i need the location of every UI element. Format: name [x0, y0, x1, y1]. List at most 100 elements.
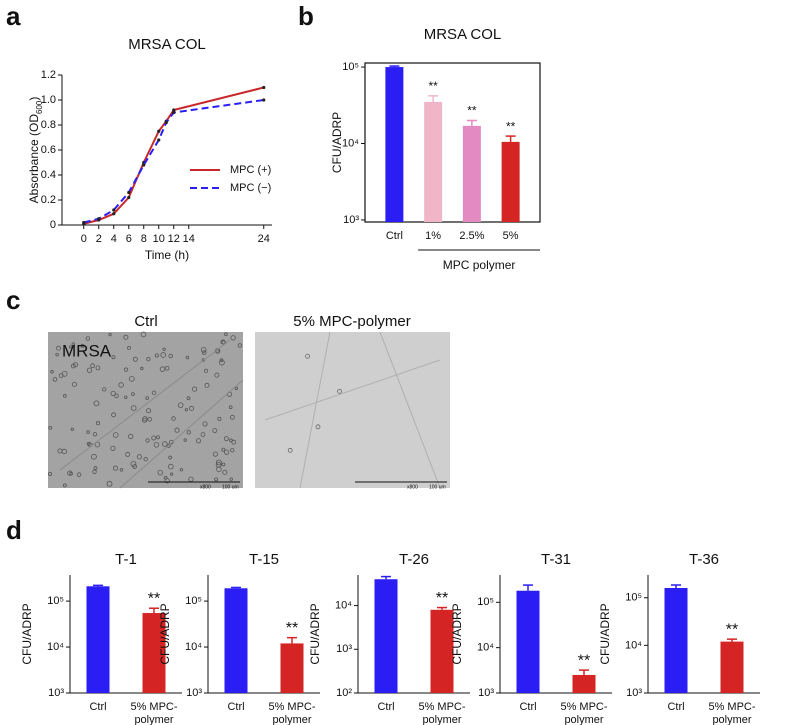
x-tick-label: 0	[81, 233, 87, 245]
cell	[223, 449, 230, 455]
y-tick-label: 10³	[336, 643, 352, 655]
legend-label: MPC (−)	[230, 182, 271, 194]
bar	[224, 588, 248, 693]
panel-label: b	[298, 1, 314, 31]
cell	[123, 334, 129, 340]
data-point	[97, 217, 101, 221]
significance: **	[726, 621, 738, 638]
x-tick-label: 5%	[503, 230, 519, 242]
significance: **	[506, 119, 516, 133]
y-tick-label: 10³	[626, 687, 642, 699]
data-point	[112, 212, 116, 216]
image-label: MRSA	[62, 341, 112, 360]
texture-line	[379, 331, 441, 489]
cell	[69, 345, 73, 349]
chart-title: T-15	[249, 551, 279, 568]
y-tick-label: 10⁵	[477, 596, 494, 608]
cell	[189, 405, 195, 411]
y-tick-label: 1.2	[41, 69, 56, 81]
cell	[76, 472, 82, 477]
cell	[85, 336, 91, 341]
cell	[153, 442, 160, 448]
significance: **	[286, 620, 298, 637]
cell	[61, 448, 68, 455]
cell	[159, 366, 166, 372]
cell	[215, 462, 222, 468]
cell	[162, 347, 166, 351]
y-tick-label: 0	[50, 219, 56, 231]
x-tick-label: 5% MPC-polymer	[418, 701, 465, 725]
data-point	[172, 110, 176, 115]
cell	[177, 402, 184, 408]
cell	[127, 345, 131, 350]
cell	[287, 447, 293, 453]
cell	[230, 335, 236, 341]
cell	[48, 425, 53, 430]
micrograph	[48, 332, 243, 488]
error-bar	[523, 584, 533, 591]
x-tick-label: 4	[111, 233, 117, 245]
data-point	[172, 108, 176, 112]
y-tick-label: 10⁴	[477, 642, 494, 654]
texture-line	[299, 331, 331, 489]
cell	[129, 376, 135, 382]
bar	[280, 643, 304, 693]
cell	[132, 464, 137, 469]
bar	[572, 674, 596, 693]
error-bar	[437, 606, 447, 610]
y-axis-label: CFU/ADRP	[598, 603, 612, 664]
texture-line	[119, 379, 244, 489]
cell	[86, 367, 93, 373]
cell	[164, 478, 170, 484]
cell	[111, 412, 116, 418]
bar	[501, 141, 520, 222]
cell	[55, 352, 59, 357]
chart-title: MRSA COL	[128, 36, 206, 53]
x-tick-label: 2	[96, 233, 102, 245]
y-tick-label: 10⁴	[185, 641, 202, 653]
cell	[174, 427, 180, 433]
cell	[71, 342, 75, 346]
chart-title: T-1	[115, 551, 137, 568]
cell	[56, 345, 61, 351]
image-title: 5% MPC-polymer	[293, 313, 411, 330]
y-axis-label: CFU/ADRP	[20, 603, 34, 664]
x-tick-label: 1%	[425, 230, 441, 242]
scale-label: 100 um	[222, 484, 239, 490]
cell	[217, 416, 222, 421]
cell	[231, 439, 237, 445]
cell	[67, 470, 73, 476]
cell	[166, 443, 171, 448]
x-tick-label: 12	[168, 233, 180, 245]
cell	[154, 353, 159, 358]
y-tick-label: 0.4	[41, 169, 56, 181]
panel-label: c	[6, 285, 20, 315]
cell	[63, 394, 67, 398]
y-axis-label: Absorbance (OD600)	[27, 97, 43, 204]
plot-frame	[364, 62, 541, 223]
chart-title: T-36	[689, 551, 719, 568]
cell	[61, 370, 68, 377]
x-tick-label: Ctrl	[667, 701, 684, 713]
y-tick-label: 10³	[186, 687, 202, 699]
error-bar	[727, 638, 737, 642]
cell	[186, 430, 191, 435]
y-axis-label: CFU/ADRP	[330, 112, 344, 173]
legend-label: MPC (+)	[230, 164, 271, 176]
cell	[128, 433, 134, 440]
error-bar	[93, 584, 103, 587]
cell	[86, 430, 90, 434]
cell	[52, 377, 58, 382]
cell	[110, 390, 116, 397]
cell	[50, 370, 54, 374]
x-tick-label: 5% MPC-polymer	[268, 701, 315, 725]
x-tick-label: 24	[258, 233, 270, 245]
cell	[219, 359, 225, 366]
chart-title: MRSA COL	[424, 26, 502, 43]
y-tick-label: 10⁴	[625, 639, 642, 651]
micrograph-texture	[48, 331, 441, 489]
cell	[136, 454, 142, 460]
image-title: Ctrl	[134, 313, 157, 330]
cell	[147, 417, 152, 422]
significance: **	[578, 652, 590, 669]
